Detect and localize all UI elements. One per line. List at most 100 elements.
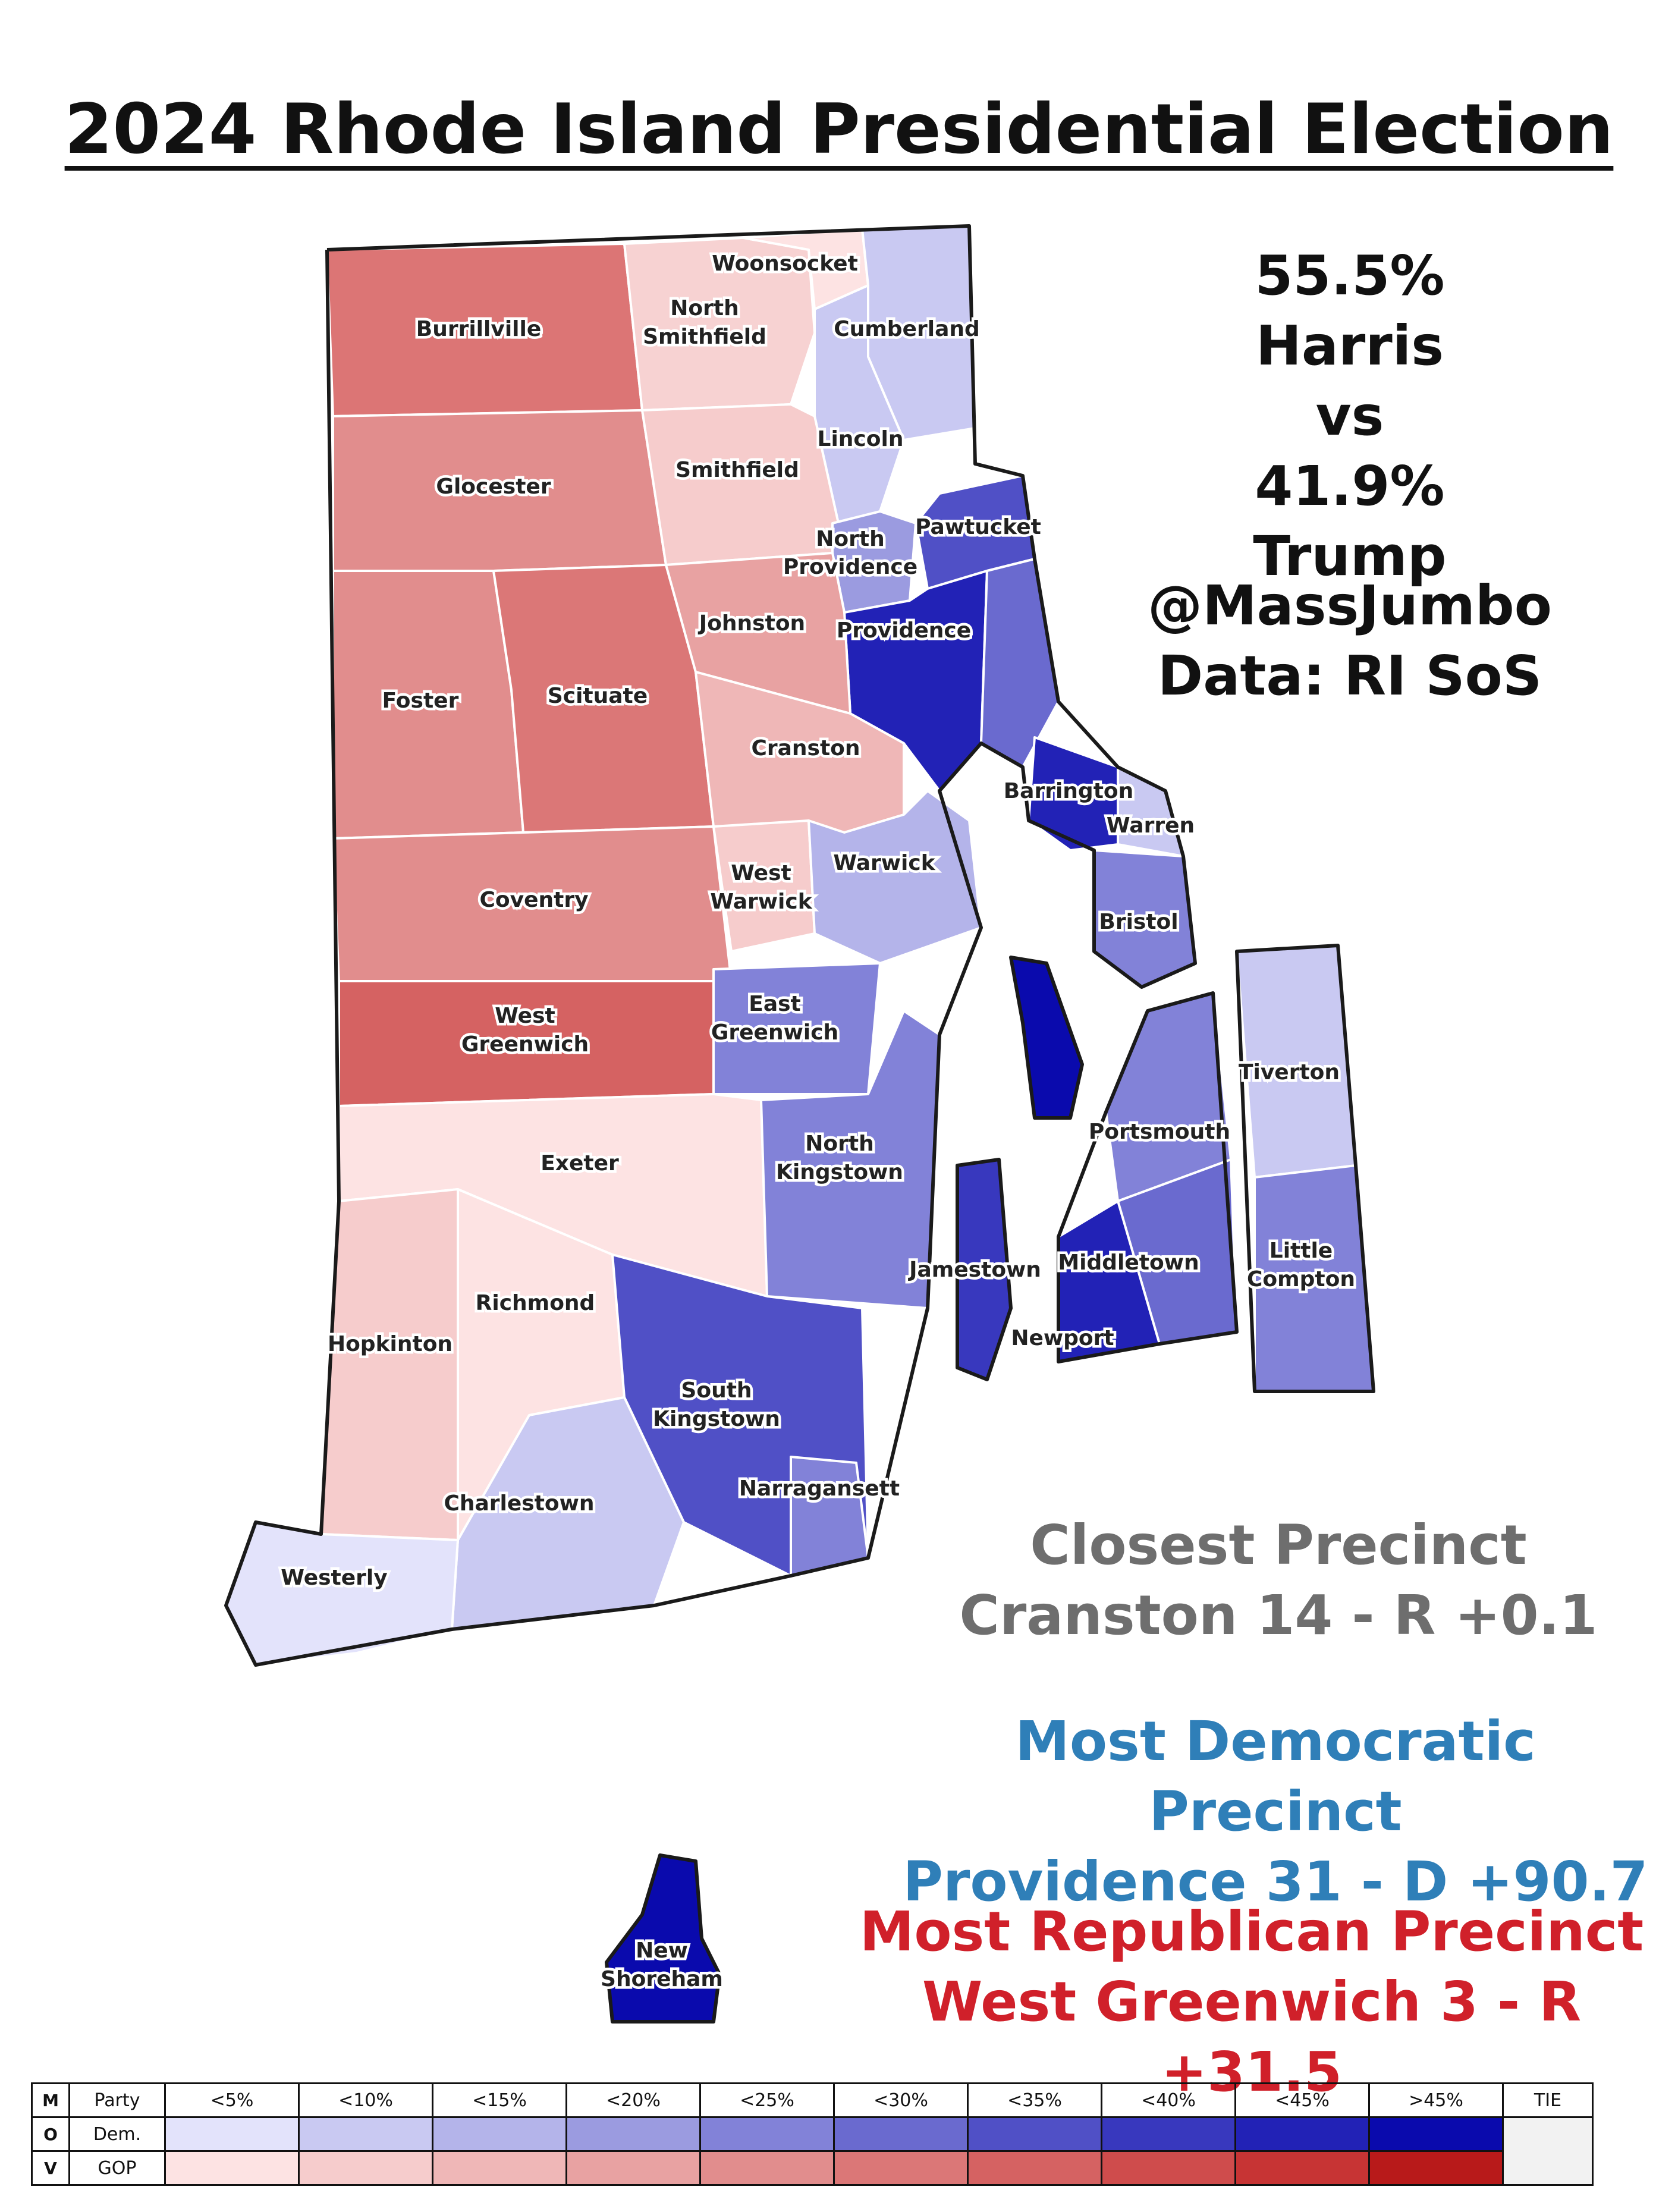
town-label: Newport bbox=[1011, 1326, 1114, 1350]
town-label: Barrington bbox=[1004, 779, 1134, 803]
legend-gop-swatch bbox=[833, 2150, 969, 2186]
town-label: North bbox=[670, 296, 739, 321]
legend-mov-letter: M bbox=[31, 2082, 70, 2118]
legend-tie-label: TIE bbox=[1502, 2082, 1594, 2118]
town-label: Pawtucket bbox=[915, 515, 1041, 539]
legend-dem-swatch bbox=[1101, 2116, 1236, 2152]
legend-gop-swatch bbox=[565, 2150, 701, 2186]
legend-dem-swatch bbox=[298, 2116, 433, 2152]
legend-dem-swatch bbox=[1368, 2116, 1504, 2152]
legend-bin-label: >45% bbox=[1368, 2082, 1504, 2118]
legend-tie-swatch bbox=[1502, 2116, 1594, 2186]
legend-bin-label: <20% bbox=[565, 2082, 701, 2118]
legend-bin-label: <35% bbox=[967, 2082, 1102, 2118]
credit-block: @MassJumbo Data: RI SoS bbox=[1118, 571, 1582, 711]
town-label: Greenwich bbox=[711, 1020, 838, 1045]
most-democratic-precinct: Most Democratic Precinct Providence 31 -… bbox=[880, 1707, 1671, 1917]
legend-gop-swatch bbox=[164, 2150, 300, 2186]
town-label: Narragansett bbox=[739, 1476, 900, 1501]
town-label: Little bbox=[1270, 1239, 1333, 1263]
town-label: North bbox=[816, 527, 884, 551]
legend-dem-swatch bbox=[699, 2116, 835, 2152]
legend-gop-label: GOP bbox=[68, 2150, 166, 2186]
town-label: Burrillville bbox=[416, 317, 542, 341]
town-label: Scituate bbox=[548, 684, 648, 708]
town-label: Middletown bbox=[1058, 1250, 1199, 1275]
town-label: Kingstown bbox=[653, 1407, 780, 1431]
town-label: Woonsocket bbox=[712, 252, 858, 276]
town-label: Bristol bbox=[1099, 910, 1178, 934]
town-label: Smithfield bbox=[643, 325, 766, 349]
legend-mov-letter: O bbox=[31, 2116, 70, 2152]
town-label: Shoreham bbox=[601, 1967, 723, 1991]
town-label: Warwick bbox=[833, 851, 935, 875]
most-dem-heading: Most Democratic Precinct bbox=[1015, 1710, 1536, 1843]
town-label: Kingstown bbox=[776, 1160, 903, 1184]
town-label: Jamestown bbox=[907, 1258, 1041, 1282]
region-hopkinton bbox=[320, 1188, 459, 1541]
legend-bin-label: <5% bbox=[164, 2082, 300, 2118]
legend-dem-swatch bbox=[432, 2116, 567, 2152]
town-label: Cranston bbox=[751, 736, 860, 761]
town-label: Richmond bbox=[476, 1291, 595, 1315]
author-handle: @MassJumbo bbox=[1148, 574, 1552, 637]
region-coventry bbox=[332, 825, 733, 982]
state-outline bbox=[224, 224, 1375, 2024]
legend-bin-label: <40% bbox=[1101, 2082, 1236, 2118]
town-labels: Woonsocket North Smithfield Burrillville… bbox=[278, 249, 1358, 1994]
region-johnston bbox=[665, 552, 851, 715]
legend-dem-swatch bbox=[967, 2116, 1102, 2152]
statewide-result: 55.5% Harris vs 41.9% Trump bbox=[1165, 241, 1534, 592]
legend-gop-swatch bbox=[298, 2150, 433, 2186]
town-label: Portsmouth bbox=[1089, 1120, 1230, 1144]
town-label: Westerly bbox=[281, 1566, 387, 1590]
legend-bin-label: <10% bbox=[298, 2082, 433, 2118]
map-title: 2024 Rhode Island Presidential Election bbox=[64, 89, 1614, 169]
region-smithfield bbox=[641, 403, 840, 566]
town-label: West bbox=[731, 861, 791, 885]
region-westerly bbox=[225, 1521, 459, 1666]
town-label: Tiverton bbox=[1239, 1060, 1340, 1085]
town-label: Providence bbox=[783, 555, 917, 579]
town-label: Cumberland bbox=[834, 317, 980, 341]
region-east-providence bbox=[980, 558, 1060, 768]
town-label: Foster bbox=[382, 689, 459, 713]
most-republican-precinct: Most Republican Precinct West Greenwich … bbox=[856, 1897, 1647, 2107]
town-label: Charlestown bbox=[444, 1491, 594, 1516]
town-label: North bbox=[805, 1132, 873, 1156]
legend-bin-label: <30% bbox=[833, 2082, 969, 2118]
town-label: Exeter bbox=[541, 1151, 619, 1176]
legend-mov-letter: V bbox=[31, 2150, 70, 2186]
legend-gop-row: V GOP bbox=[31, 2150, 1593, 2186]
legend-dem-swatch bbox=[1234, 2116, 1370, 2152]
legend-gop-swatch bbox=[699, 2150, 835, 2186]
town-label: West bbox=[495, 1004, 555, 1028]
town-label: Warren bbox=[1107, 813, 1195, 838]
town-label: Warwick bbox=[710, 890, 812, 914]
legend-header-row: M Party <5% <10% <15% <20% <25% <30% <35… bbox=[31, 2082, 1594, 2118]
region-narragansett bbox=[790, 1456, 869, 1577]
legend-dem-row: O Dem. bbox=[31, 2116, 1594, 2186]
town-label: Greenwich bbox=[461, 1032, 589, 1057]
legend-gop-swatch bbox=[432, 2150, 567, 2186]
town-label: Johnston bbox=[697, 611, 805, 636]
closest-value: Cranston 14 - R +0.1 bbox=[959, 1583, 1598, 1647]
legend-dem-swatch bbox=[164, 2116, 300, 2152]
legend-party-header: Party bbox=[68, 2082, 166, 2118]
town-label: Smithfield bbox=[675, 458, 799, 482]
harris-share: 55.5% Harris bbox=[1255, 244, 1445, 378]
town-label: New bbox=[636, 1938, 688, 1963]
most-dem-value: Providence 31 - D +90.7 bbox=[903, 1850, 1648, 1913]
region-warwick bbox=[807, 790, 982, 964]
region-barrington bbox=[1027, 736, 1119, 852]
town-label: Providence bbox=[837, 618, 971, 643]
legend-bin-label: <15% bbox=[432, 2082, 567, 2118]
closest-precinct: Closest Precinct Cranston 14 - R +0.1 bbox=[951, 1510, 1605, 1651]
legend-bin-label: <25% bbox=[699, 2082, 835, 2118]
town-regions bbox=[225, 225, 1375, 2023]
margin-legend: M Party <5% <10% <15% <20% <25% <30% <35… bbox=[31, 2082, 1594, 2186]
town-label: South bbox=[681, 1378, 752, 1403]
legend-gop-swatch bbox=[1234, 2150, 1370, 2186]
data-source: Data: RI SoS bbox=[1157, 644, 1542, 708]
